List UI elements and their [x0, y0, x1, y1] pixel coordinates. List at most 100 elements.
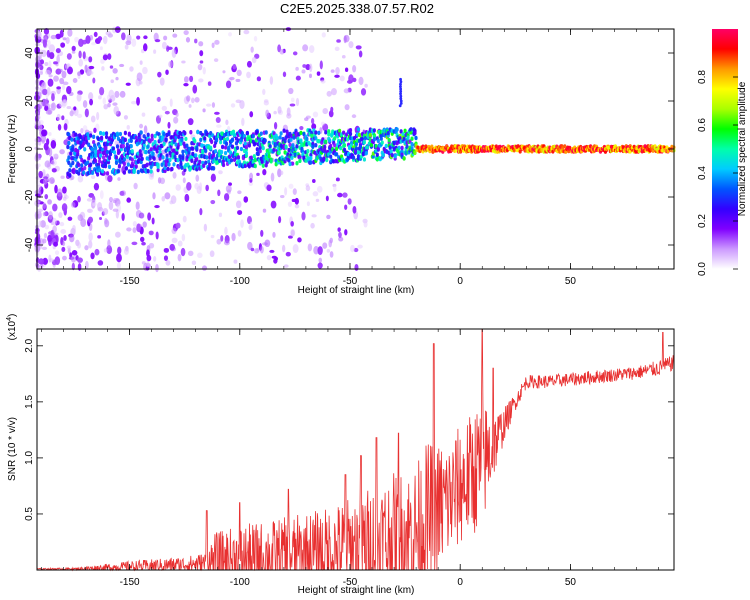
spectrogram-cell: [231, 232, 236, 242]
spectrogram-cell: [311, 123, 317, 130]
spectrogram-cell: [146, 169, 150, 174]
spectrogram-cell: [292, 51, 298, 56]
spectrogram-cell: [99, 86, 105, 96]
spectrogram-cell: [360, 88, 367, 96]
spectrogram-cell: [66, 66, 73, 75]
spectrogram-cell: [72, 224, 76, 234]
spectrogram-cell: [342, 192, 348, 198]
spectrogram-cell: [232, 132, 237, 138]
spectrogram-cell: [199, 208, 203, 216]
colorbar-tick-label: 0.2: [697, 214, 708, 228]
spectrogram-cell: [288, 235, 293, 239]
spectrogram-cell: [355, 45, 362, 50]
spectrogram-cell: [406, 135, 410, 140]
spectrogram-cell: [52, 225, 57, 233]
spectrogram-cell: [400, 149, 404, 154]
spectrogram-cell: [139, 123, 144, 129]
spectrogram-cell: [158, 156, 162, 161]
spectrogram-cell: [302, 44, 309, 52]
spectrogram-cell: [57, 68, 63, 73]
spectrogram-cell: [155, 263, 159, 273]
spectrogram-cell: [389, 149, 393, 154]
spectrogram-cell: [261, 145, 265, 151]
spectrogram-cell: [401, 132, 405, 137]
spectrogram-cell: [61, 70, 67, 79]
spectrogram-cell: [71, 147, 75, 152]
spectrogram-cell: [213, 58, 219, 63]
spectrogram-cell: [108, 197, 114, 203]
spectrogram-cell: [171, 237, 178, 244]
spectrogram-cell: [83, 165, 87, 171]
spectrogram-cell: [210, 173, 216, 182]
spectrogram-cell: [304, 117, 309, 121]
spectrogram-cell: [163, 247, 170, 253]
spectrogram-cell: [44, 160, 51, 168]
spectrogram-cell: [144, 149, 148, 155]
spectrogram-cell: [189, 75, 194, 83]
spectrogram-cell: [215, 138, 219, 143]
spectrogram-cell: [289, 137, 293, 142]
spectrogram-cell: [183, 82, 189, 87]
spectrogram-cell: [84, 64, 88, 74]
spectrogram-cell: [175, 112, 179, 117]
spectrogram-cell: [146, 144, 150, 149]
spectrogram-cell: [356, 127, 361, 132]
spectrogram-cell: [130, 100, 137, 105]
spectrogram-cell: [214, 39, 220, 45]
spectrogram-cell: [294, 204, 300, 209]
spectrogram-cell: [194, 182, 200, 190]
spectrogram-cell: [328, 110, 334, 118]
spectrogram-cell: [131, 38, 137, 47]
spectrogram-cell: [311, 118, 315, 125]
spectrogram-cell: [136, 72, 143, 82]
spectrogram-cell: [399, 82, 402, 86]
spectrogram-cell: [77, 214, 83, 221]
spectrogram-cell: [87, 142, 91, 147]
spectrogram-cell: [54, 256, 61, 265]
spectrogram-cell: [218, 170, 223, 175]
spectrogram-cell: [190, 97, 195, 104]
spectrogram-cell: [51, 217, 57, 226]
spectrogram-cell: [149, 147, 153, 152]
spectrogram-cell: [140, 212, 145, 219]
spectrogram-cell: [205, 184, 209, 192]
spectrogram-cell: [86, 132, 90, 137]
spectrogram-cell: [107, 155, 112, 161]
spectrogram-cell: [376, 138, 380, 144]
spectrogram-cell: [306, 149, 310, 154]
spectrogram-cell: [399, 80, 403, 84]
spectrogram-cell: [295, 97, 300, 107]
spectrogram-cell: [37, 138, 43, 143]
spectrogram-cell: [108, 201, 114, 211]
spectrogram-cell: [224, 193, 230, 202]
spectrogram-cell: [402, 136, 406, 142]
spectrogram-cell: [218, 158, 222, 164]
spectrogram-cell: [348, 131, 353, 137]
spectrogram-cell: [52, 203, 58, 212]
spectrogram-cell: [326, 214, 331, 220]
spectrogram-cell: [328, 138, 332, 143]
spectrogram-cell: [240, 219, 244, 228]
spectrogram-cell: [166, 166, 170, 172]
snr-frame: [36, 328, 675, 571]
spectrogram-y-tick-label: 0: [24, 146, 35, 152]
spectrogram-cell: [118, 131, 123, 137]
spectrogram-cell: [162, 141, 166, 147]
colorbar-tick-label: 0.6: [697, 118, 708, 132]
spectrogram-cell: [119, 190, 125, 196]
spectrogram-cell: [51, 161, 55, 165]
spectrogram-cell: [363, 136, 368, 141]
spectrogram-cell: [210, 234, 215, 239]
spectrogram-cell: [414, 135, 418, 141]
spectrogram-cell: [89, 133, 93, 138]
spectrogram-cell: [112, 68, 118, 74]
spectrogram-cell: [180, 138, 184, 143]
spectrogram-cell: [218, 212, 223, 218]
spectrogram-cell: [247, 241, 253, 251]
spectrogram-cell: [295, 143, 299, 149]
spectrogram-cell: [167, 162, 171, 167]
spectrogram-cell: [105, 171, 110, 176]
spectrogram-cell: [155, 231, 159, 240]
spectrogram-y-tick-label: -20: [24, 189, 35, 204]
spectrogram-cell: [139, 153, 143, 158]
